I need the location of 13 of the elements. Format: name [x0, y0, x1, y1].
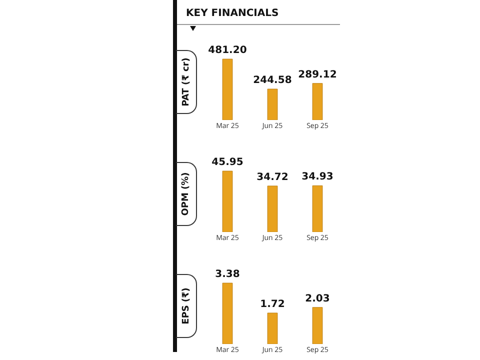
data-label: 244.58 — [253, 75, 292, 86]
data-label: 34.93 — [302, 172, 334, 183]
y-axis-title: EPS (₹) — [181, 288, 192, 324]
y-axis-title: OPM (%) — [181, 172, 191, 216]
y-axis-title: PAT (₹ cr) — [181, 58, 191, 106]
data-label: 2.03 — [305, 293, 330, 304]
data-label: 34.72 — [256, 172, 288, 183]
data-label: 3.38 — [215, 269, 240, 280]
data-label: 481.20 — [208, 45, 247, 56]
data-label: 289.12 — [298, 69, 337, 80]
chart-title: KEY FINANCIALS — [186, 8, 279, 19]
data-label: 45.95 — [212, 157, 244, 168]
data-label: 1.72 — [260, 298, 285, 310]
